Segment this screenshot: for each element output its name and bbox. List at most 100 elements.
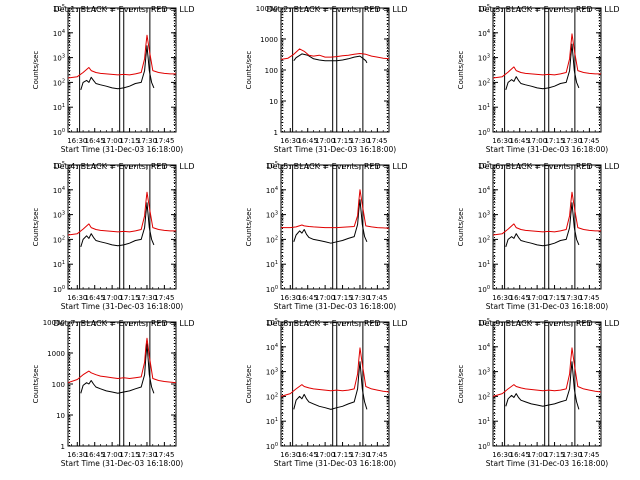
x-tick-label: 17:15: [119, 294, 139, 302]
x-tick-label: 17:45: [154, 137, 174, 145]
x-tick-label: 16:30: [67, 451, 87, 459]
y-axis-label: Counts/sec: [457, 208, 465, 247]
x-tick-label: 16:45: [298, 451, 318, 459]
y-tick-label: 102: [478, 78, 490, 87]
y-tick-label: 103: [53, 54, 65, 63]
x-tick-label: 17:45: [579, 137, 599, 145]
y-tick-label: 105: [478, 4, 490, 13]
y-axis-label: Counts/sec: [32, 208, 40, 247]
x-tick-label: 17:45: [154, 451, 174, 459]
x-tick-label: 17:30: [137, 451, 157, 459]
x-tick-label: 17:45: [154, 294, 174, 302]
y-tick-label: 100: [478, 285, 490, 294]
x-tick-label: 16:45: [510, 137, 530, 145]
series-line-lld: [67, 337, 177, 384]
y-tick-label: 103: [478, 54, 490, 63]
x-tick-label: 17:45: [367, 451, 387, 459]
y-axis-label: Counts/sec: [32, 365, 40, 404]
series-line-events: [80, 202, 155, 248]
x-tick-label: 17:45: [579, 451, 599, 459]
x-tick-label: 17:00: [102, 294, 122, 302]
series-line-events: [505, 43, 580, 91]
x-tick-label: 17:30: [137, 137, 157, 145]
x-tick-label: 17:15: [119, 451, 139, 459]
chart-panel-2: Det 2: BLACK = Events, RED = LLDCounts/s…: [245, 5, 407, 154]
y-tick-label: 102: [266, 392, 278, 401]
series-line-lld: [67, 34, 176, 79]
y-tick-label: 105: [266, 318, 278, 327]
x-tick-label: 17:15: [332, 137, 352, 145]
series-line-events: [505, 202, 580, 248]
series-line-events: [293, 199, 368, 244]
plot-frame: [280, 164, 390, 290]
y-tick-label: 101: [478, 417, 490, 426]
y-axis-label: Counts/sec: [245, 365, 253, 404]
x-tick-label: 17:00: [527, 294, 547, 302]
y-tick-label: 100: [52, 381, 65, 389]
series-line-lld: [492, 33, 601, 79]
x-axis-label: Start Time (31-Dec-03 16:18:00): [61, 145, 183, 154]
x-tick-label: 16:30: [280, 294, 300, 302]
y-tick-label: 100: [265, 67, 278, 75]
chart-panel-5: Det 5: BLACK = Events, RED = LLDCounts/s…: [245, 161, 407, 311]
series-line-lld: [67, 191, 176, 236]
x-tick-label: 17:00: [102, 451, 122, 459]
y-tick-label: 10: [56, 412, 65, 420]
chart-panel-1: Det 1: BLACK = Events, RED = LLDCounts/s…: [32, 4, 194, 154]
x-tick-label: 17:00: [315, 294, 335, 302]
x-tick-label: 17:00: [315, 137, 335, 145]
chart-panel-7: Det 7: BLACK = Events, RED = LLDCounts/s…: [32, 319, 194, 468]
x-tick-label: 16:45: [298, 137, 318, 145]
y-tick-label: 104: [53, 186, 65, 195]
x-tick-label: 16:45: [85, 137, 105, 145]
y-tick-label: 101: [53, 260, 65, 269]
y-tick-label: 105: [53, 161, 65, 170]
y-tick-label: 100: [53, 285, 65, 294]
x-tick-label: 16:30: [280, 137, 300, 145]
x-tick-label: 16:30: [492, 137, 512, 145]
plot-frame: [280, 321, 390, 447]
chart-panel-4: Det 4: BLACK = Events, RED = LLDCounts/s…: [32, 161, 194, 311]
chart-panel-8: Det 8: BLACK = Events, RED = LLDCounts/s…: [245, 318, 407, 468]
y-axis-label: Counts/sec: [32, 51, 40, 90]
x-tick-label: 17:30: [350, 294, 370, 302]
y-tick-label: 1000: [47, 350, 65, 358]
y-axis-label: Counts/sec: [245, 208, 253, 247]
x-tick-label: 16:45: [510, 451, 530, 459]
chart-panel-6: Det 6: BLACK = Events, RED = LLDCounts/s…: [457, 161, 619, 311]
y-tick-label: 104: [478, 343, 490, 352]
x-tick-label: 17:00: [102, 137, 122, 145]
series-line-events: [293, 361, 368, 410]
y-tick-label: 101: [266, 260, 278, 269]
y-tick-label: 1: [61, 443, 65, 451]
y-tick-label: 10: [269, 98, 278, 106]
x-tick-label: 17:15: [332, 451, 352, 459]
y-tick-label: 101: [53, 103, 65, 112]
plot-frame: [67, 164, 177, 290]
y-tick-label: 1000: [260, 36, 278, 44]
x-tick-label: 16:30: [280, 451, 300, 459]
x-tick-label: 17:30: [350, 137, 370, 145]
y-tick-label: 100: [266, 285, 278, 294]
x-axis-label: Start Time (31-Dec-03 16:18:00): [274, 459, 396, 468]
y-tick-label: 102: [478, 235, 490, 244]
y-tick-label: 101: [266, 417, 278, 426]
x-tick-label: 16:45: [85, 294, 105, 302]
x-tick-label: 17:15: [544, 294, 564, 302]
x-axis-label: Start Time (31-Dec-03 16:18:00): [61, 459, 183, 468]
x-axis-label: Start Time (31-Dec-03 16:18:00): [486, 302, 608, 311]
series-line-lld: [281, 189, 390, 229]
y-tick-label: 103: [266, 368, 278, 377]
y-tick-label: 103: [478, 211, 490, 220]
x-tick-label: 17:45: [367, 294, 387, 302]
series-line-lld: [492, 191, 601, 236]
y-tick-label: 104: [478, 29, 490, 38]
x-axis-label: Start Time (31-Dec-03 16:18:00): [61, 302, 183, 311]
y-tick-label: 102: [53, 78, 65, 87]
x-axis-label: Start Time (31-Dec-03 16:18:00): [274, 302, 396, 311]
series-line-events: [80, 45, 155, 91]
x-axis-label: Start Time (31-Dec-03 16:18:00): [486, 145, 608, 154]
y-tick-label: 105: [478, 318, 490, 327]
chart-panel-9: Det 9: BLACK = Events, RED = LLDCounts/s…: [457, 318, 619, 468]
